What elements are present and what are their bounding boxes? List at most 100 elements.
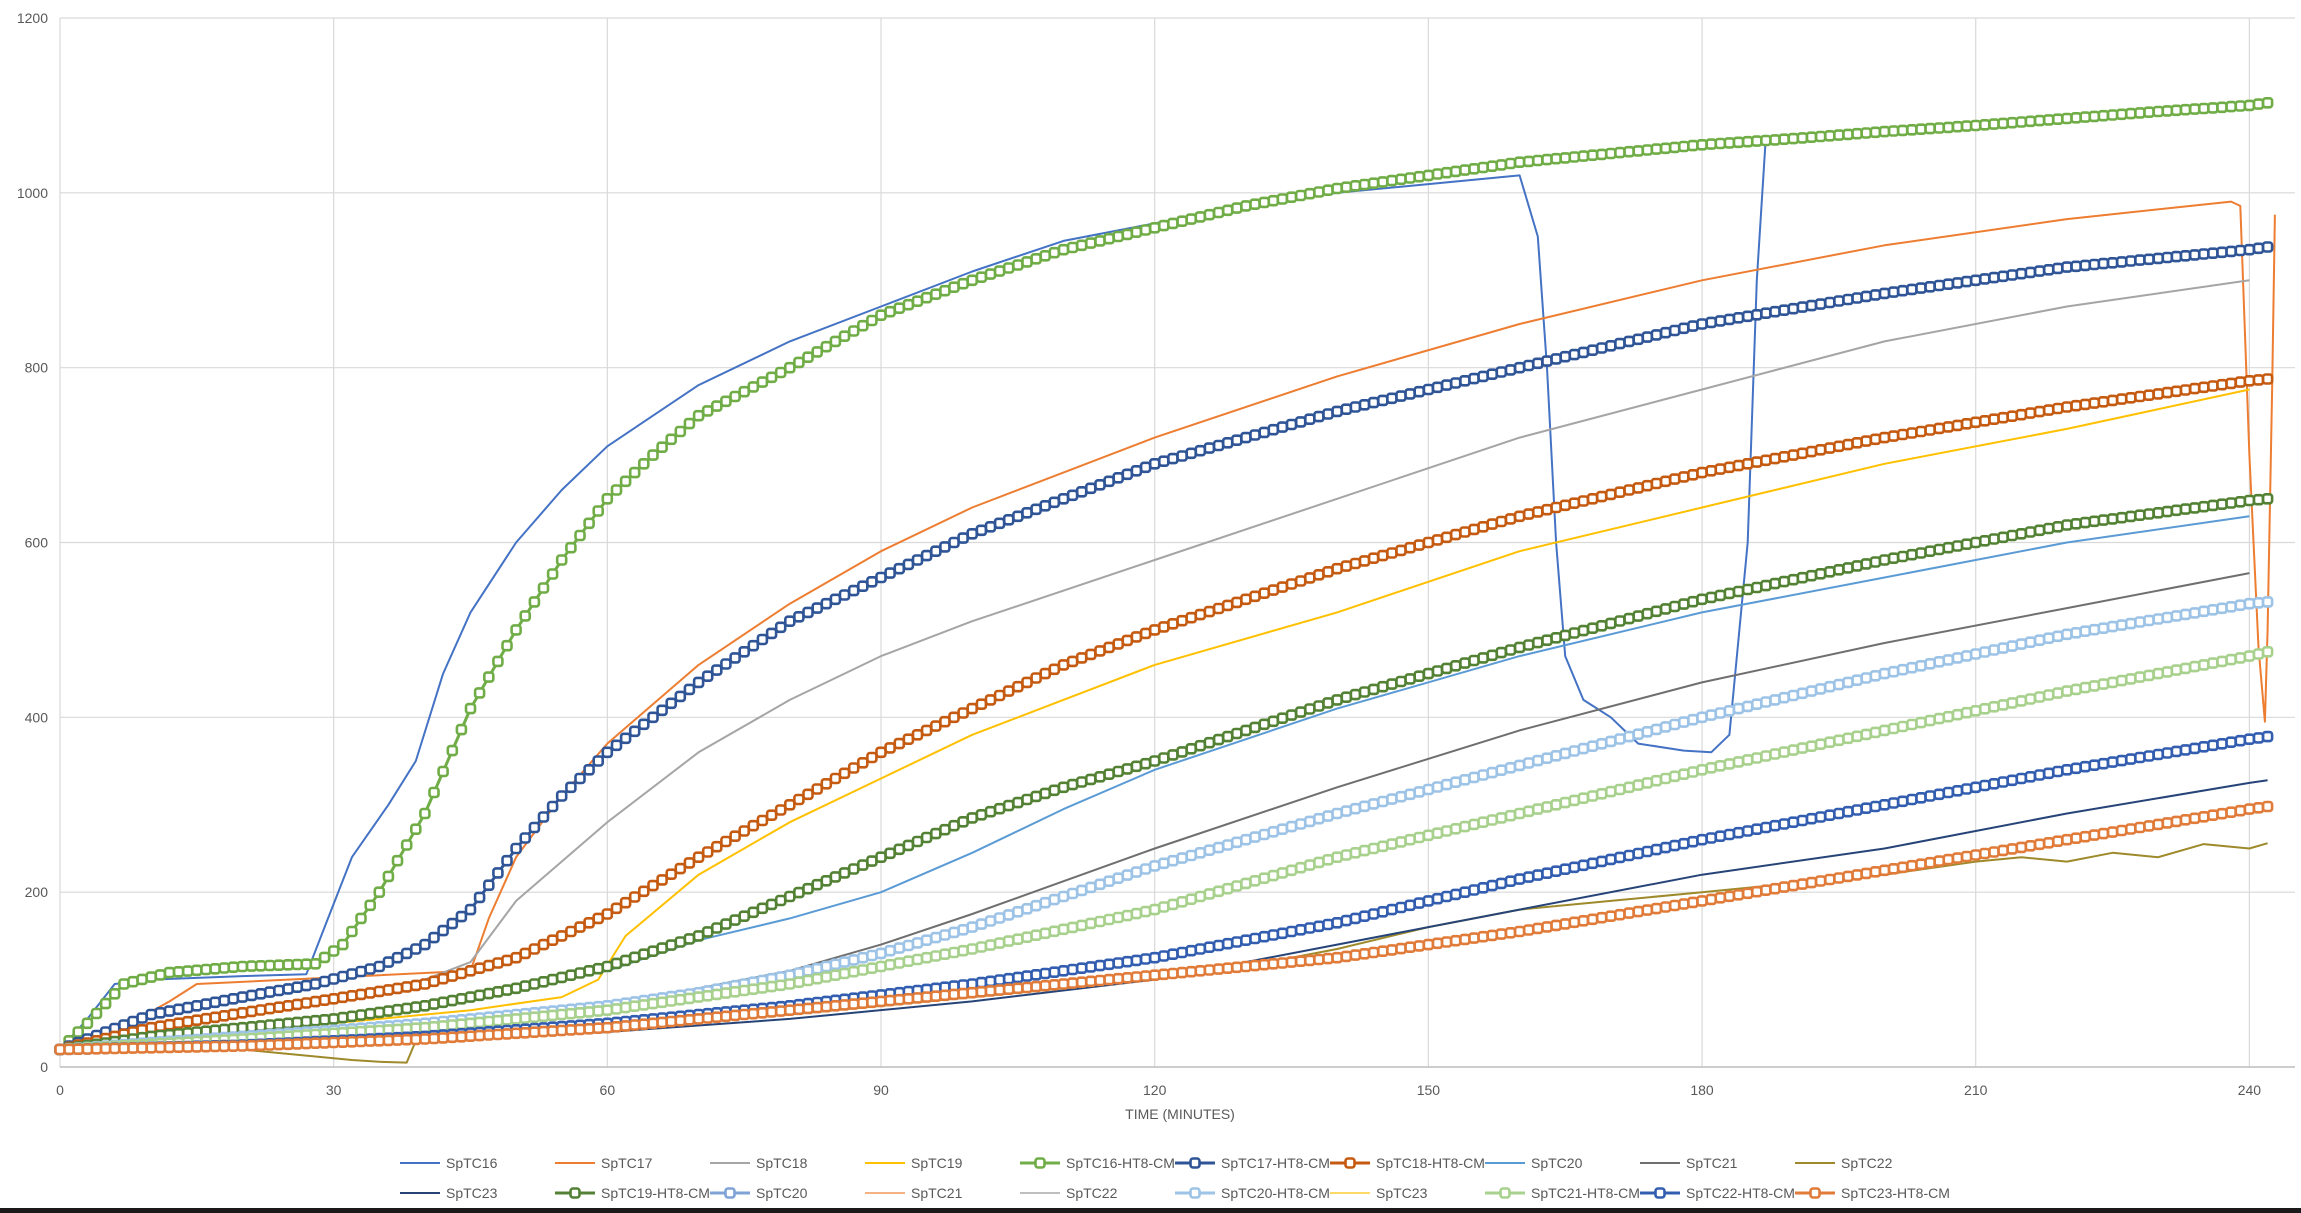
data-marker [866, 575, 878, 588]
data-marker [866, 996, 878, 1009]
data-marker [1431, 665, 1444, 677]
data-marker [1732, 702, 1745, 715]
data-marker [1504, 364, 1517, 376]
data-marker [2006, 697, 2018, 709]
data-marker [1048, 496, 1061, 509]
data-marker [866, 962, 878, 975]
data-marker [1002, 799, 1015, 812]
data-marker [1349, 401, 1362, 413]
data-marker [1632, 728, 1644, 741]
data-marker [1085, 961, 1097, 973]
data-marker [1212, 963, 1225, 975]
data-marker [729, 914, 741, 926]
data-marker [1659, 901, 1672, 913]
data-marker [2125, 391, 2137, 404]
data-marker [601, 1004, 614, 1017]
data-marker [1860, 558, 1872, 570]
data-marker [1641, 845, 1654, 858]
data-marker [1486, 879, 1498, 892]
data-marker [1969, 274, 1982, 287]
data-marker [537, 582, 550, 594]
data-marker [1824, 680, 1836, 693]
data-marker [1969, 781, 1982, 794]
data-marker [1541, 801, 1553, 813]
data-marker [1906, 548, 1918, 561]
data-marker [2225, 497, 2237, 509]
data-marker [2106, 513, 2119, 525]
data-marker [1751, 752, 1763, 764]
data-marker [1696, 833, 1708, 846]
data-marker [1605, 488, 1617, 501]
data-marker [1678, 140, 1690, 153]
data-marker [656, 996, 668, 1009]
data-marker [1933, 788, 1945, 801]
data-marker [1377, 945, 1389, 958]
data-marker [364, 963, 377, 975]
data-marker [647, 945, 659, 958]
data-marker [1824, 873, 1836, 886]
data-marker [565, 541, 577, 554]
data-marker [1249, 959, 1261, 972]
data-marker [1413, 539, 1425, 551]
data-marker [1203, 605, 1216, 618]
data-marker [2042, 767, 2055, 780]
data-marker [2179, 608, 2192, 621]
data-marker [1139, 863, 1152, 875]
data-marker [1422, 536, 1435, 549]
data-marker [1039, 499, 1051, 512]
data-marker [1568, 794, 1581, 807]
data-marker [1805, 299, 1818, 312]
data-marker [419, 999, 431, 1012]
data-marker [2070, 683, 2082, 696]
data-marker [1769, 577, 1781, 590]
data-marker [1075, 919, 1088, 932]
data-marker [1313, 856, 1325, 869]
x-tick-label: 240 [2238, 1082, 2262, 1098]
data-marker [2216, 655, 2228, 668]
data-marker [373, 886, 386, 899]
legend-label: SpTC18-HT8-CM [1376, 1155, 1485, 1171]
legend-entry: SpTC18-HT8-CM [1330, 1155, 1485, 1171]
data-marker [1614, 733, 1626, 745]
data-marker [1988, 118, 2000, 130]
data-marker [774, 894, 787, 907]
data-marker [1449, 822, 1462, 835]
data-marker [1623, 612, 1635, 625]
data-marker [2143, 389, 2155, 402]
data-marker [1285, 820, 1298, 833]
data-marker [1440, 936, 1453, 948]
legend-label: SpTC16-HT8-CM [1066, 1155, 1175, 1171]
data-marker [2052, 687, 2064, 699]
data-marker [765, 980, 778, 993]
data-marker [1194, 943, 1207, 955]
data-marker [1851, 674, 1863, 687]
data-marker [1969, 849, 1982, 861]
x-tick-label: 0 [56, 1082, 64, 1098]
data-marker [2188, 812, 2201, 825]
data-marker [1614, 783, 1626, 796]
data-marker [300, 1037, 313, 1050]
data-marker [1605, 147, 1617, 160]
data-marker [1285, 418, 1298, 431]
data-marker [2052, 113, 2064, 125]
data-marker [665, 697, 678, 710]
data-marker [437, 1020, 449, 1032]
data-marker [1814, 738, 1827, 751]
data-marker [1513, 925, 1526, 938]
data-marker [172, 1041, 185, 1053]
data-marker [1641, 904, 1654, 916]
data-marker [811, 346, 824, 358]
legend-label: SpTC17 [601, 1155, 653, 1171]
data-marker [2024, 407, 2037, 419]
data-marker [1267, 584, 1280, 596]
data-marker [191, 1014, 203, 1027]
data-marker [1896, 124, 1909, 137]
data-marker [1641, 777, 1654, 789]
data-marker [2179, 384, 2192, 396]
data-marker [2134, 390, 2146, 403]
data-marker [254, 1039, 267, 1052]
data-marker [1094, 235, 1106, 247]
data-marker [592, 1005, 605, 1017]
data-marker [1550, 865, 1562, 878]
data-marker [181, 1001, 194, 1014]
